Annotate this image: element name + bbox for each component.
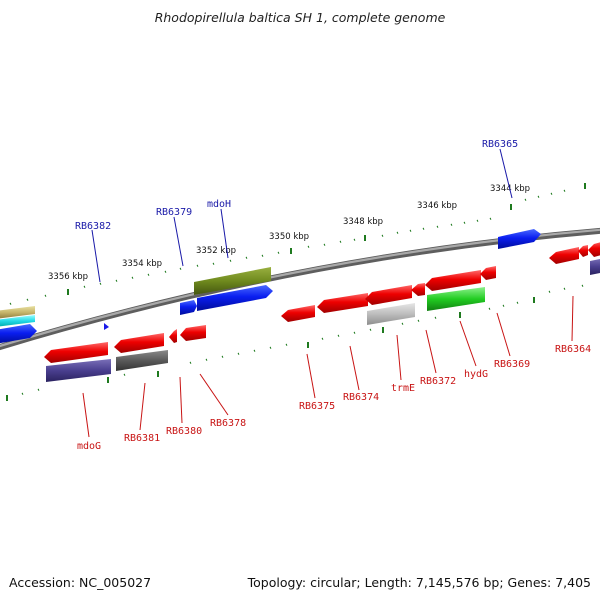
gene-arrow[interactable] <box>116 350 168 371</box>
gene-arrow[interactable] <box>365 285 412 305</box>
gene-label-rb6381[interactable]: RB6381 <box>124 433 160 444</box>
upper-scale-track <box>9 183 586 305</box>
gene-label-rb6374[interactable]: RB6374 <box>343 392 379 403</box>
scale-label: 3352 kbp <box>196 246 236 256</box>
gene-arrow[interactable] <box>180 300 197 315</box>
lower-gene-labels: mdoG RB6381 RB6380 RB6378 RB6375 RB6374 … <box>77 344 591 452</box>
gene-label-hydg[interactable]: hydG <box>464 369 488 380</box>
gene-arrow[interactable] <box>44 342 108 363</box>
gene-label-rb6378[interactable]: RB6378 <box>210 418 246 429</box>
gene-label-rb6369[interactable]: RB6369 <box>494 359 530 370</box>
scale-label: 3354 kbp <box>122 259 162 269</box>
gene-label-mdoh[interactable]: mdoH <box>207 199 231 210</box>
upper-gene-labels: RB6382 RB6379 mdoH RB6365 <box>75 139 518 232</box>
scale-label: 3350 kbp <box>269 232 309 242</box>
gene-arrow[interactable] <box>317 293 368 313</box>
gene-arrow[interactable] <box>427 287 485 311</box>
gene-arrow[interactable] <box>281 305 315 322</box>
gene-label-rb6364[interactable]: RB6364 <box>555 344 591 355</box>
gene-arrow[interactable] <box>180 325 206 341</box>
gene-arrow[interactable] <box>46 359 111 382</box>
lower-strand-genes[interactable] <box>44 241 600 382</box>
gene-arrow[interactable] <box>411 283 425 296</box>
gene-arrow[interactable] <box>114 333 164 353</box>
genome-title: Rhodopirellula baltica SH 1, complete ge… <box>154 10 446 25</box>
gene-label-rb6372[interactable]: RB6372 <box>420 376 456 387</box>
gene-arrow[interactable] <box>0 306 35 319</box>
gene-arrow[interactable] <box>367 303 415 325</box>
scale-label: 3348 kbp <box>343 217 383 227</box>
gene-arrow[interactable] <box>480 266 496 280</box>
gene-label-rb6380[interactable]: RB6380 <box>166 426 202 437</box>
label-leaders <box>82 148 574 438</box>
scale-labels: 3356 kbp 3354 kbp 3352 kbp 3350 kbp 3348… <box>48 184 530 282</box>
upper-strand-genes[interactable] <box>0 229 541 344</box>
gene-label-rb6365[interactable]: RB6365 <box>482 139 518 150</box>
gene-arrow[interactable] <box>498 229 541 249</box>
gene-arrow[interactable] <box>194 267 271 295</box>
gene-arrow[interactable] <box>0 324 37 344</box>
gene-arrow[interactable] <box>169 329 177 343</box>
gene-marker[interactable] <box>104 323 109 330</box>
gene-label-rb6382[interactable]: RB6382 <box>75 221 111 232</box>
lower-scale-track <box>6 284 584 401</box>
gene-arrow[interactable] <box>425 270 481 291</box>
gene-arrow[interactable] <box>590 258 600 275</box>
gene-arrow[interactable] <box>578 245 588 257</box>
gene-arrow[interactable] <box>0 315 35 327</box>
gene-label-mdog[interactable]: mdoG <box>77 441 101 452</box>
scale-label: 3356 kbp <box>48 272 88 282</box>
scale-label: 3346 kbp <box>417 201 457 211</box>
genome-backbone <box>0 227 600 351</box>
gene-label-rb6379[interactable]: RB6379 <box>156 207 192 218</box>
gene-arrow[interactable] <box>197 285 273 311</box>
gene-label-trme[interactable]: trmE <box>391 383 415 394</box>
gene-arrow[interactable] <box>549 247 579 264</box>
gene-arrow[interactable] <box>588 241 600 257</box>
topology-text: Topology: circular; Length: 7,145,576 bp… <box>247 575 591 590</box>
gene-label-rb6375[interactable]: RB6375 <box>299 401 335 412</box>
accession-text: Accession: NC_005027 <box>9 575 152 590</box>
